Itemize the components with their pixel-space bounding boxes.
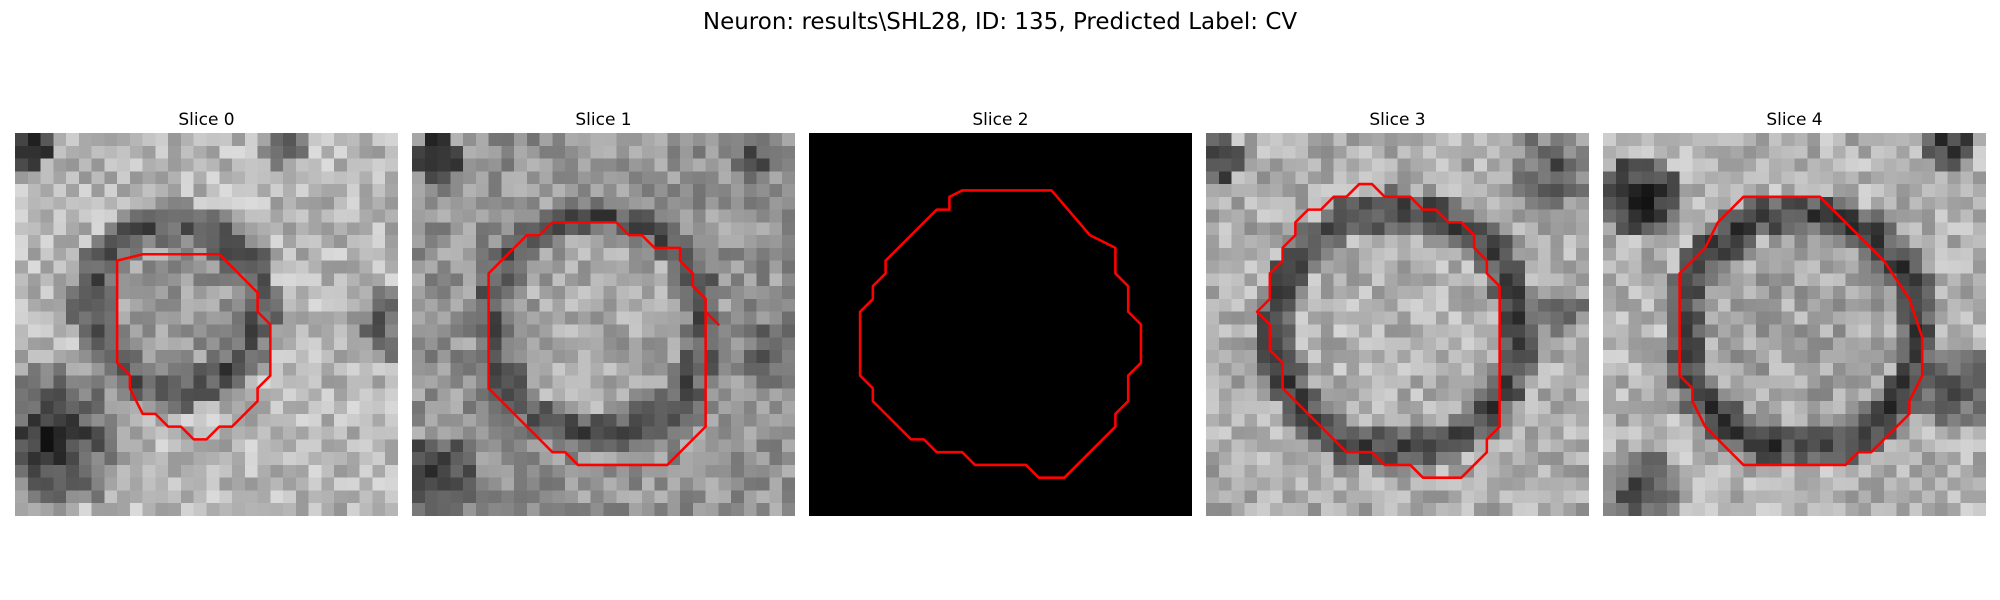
slice-title: Slice 3 xyxy=(1369,110,1426,130)
slice-image-4 xyxy=(1603,133,1986,516)
slice-panel-0: Slice 0 xyxy=(15,107,398,516)
slice-image-2 xyxy=(809,133,1192,516)
slice-3-svg xyxy=(1206,133,1589,516)
roi-contour xyxy=(858,189,1143,479)
slice-image-3 xyxy=(1206,133,1589,516)
slice-title: Slice 4 xyxy=(1766,110,1823,130)
pixel-grid xyxy=(1206,133,1589,516)
slice-panel-2: Slice 2 xyxy=(809,107,1192,516)
figure-title: Neuron: results\SHL28, ID: 135, Predicte… xyxy=(702,9,1298,35)
slice-image-0 xyxy=(15,133,398,516)
roi-contour xyxy=(1678,195,1924,467)
slice-0-svg xyxy=(15,133,398,516)
slice-title: Slice 0 xyxy=(178,110,235,130)
slice-image-1 xyxy=(412,133,795,516)
slice-4-svg xyxy=(1603,133,1986,516)
slice-panel-4: Slice 4 xyxy=(1603,107,1986,516)
slice-2-svg xyxy=(809,133,1192,516)
slice-1-svg xyxy=(412,133,795,516)
empty-slice-background xyxy=(809,133,1192,516)
pixel-grid xyxy=(1603,133,1986,516)
roi-contour xyxy=(1255,182,1501,479)
slice-title: Slice 2 xyxy=(972,110,1029,130)
slice-panel-1: Slice 1 xyxy=(412,107,795,516)
pixel-grid xyxy=(412,133,795,516)
pixel-grid xyxy=(15,133,398,516)
roi-contour xyxy=(115,253,272,441)
roi-contour xyxy=(487,221,720,467)
slice-title: Slice 1 xyxy=(575,110,632,130)
slice-panel-3: Slice 3 xyxy=(1206,107,1589,516)
